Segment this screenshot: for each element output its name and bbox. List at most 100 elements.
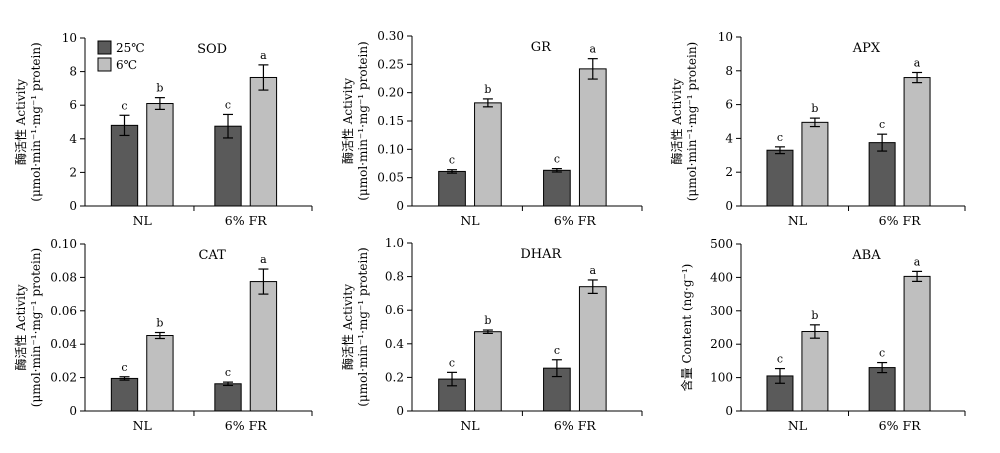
x-category-label: 6% FR [554, 418, 596, 433]
significance-letter: a [914, 255, 921, 268]
y-tick-label: 0 [725, 199, 733, 213]
bar [214, 383, 242, 412]
y-tick-label: 0.20 [377, 86, 404, 100]
significance-letter: a [589, 264, 596, 277]
panel-title: SOD [197, 42, 227, 57]
chart-panel-cat: 0 0.02 0.04 0.06 0.08 0.10 NL 6% FR CAT 酶活性 Activ… [13, 237, 313, 433]
y-axis-label: 含量 Content (ng·g⁻¹) [679, 264, 694, 392]
y-tick-label: 0 [725, 404, 733, 418]
bar [438, 170, 466, 207]
y-axis-label-units: (μmol·min⁻¹·mg⁻¹ protein) [29, 42, 43, 201]
y-tick-label: 0.6 [385, 303, 404, 317]
panel-title: ABA [851, 248, 881, 263]
significance-letter: a [914, 56, 921, 69]
y-tick-label: 0 [396, 199, 404, 213]
x-category-label: NL [133, 418, 152, 433]
significance-letter: b [811, 309, 818, 322]
bar [903, 77, 931, 207]
significance-letter: c [225, 366, 231, 379]
bar [110, 124, 139, 207]
x-category-label: 6% FR [879, 418, 921, 433]
y-tick-label: 6 [725, 98, 733, 112]
significance-letter: a [260, 253, 267, 266]
significance-letter: a [589, 43, 596, 56]
y-tick-label: 0.15 [377, 114, 404, 128]
significance-letter: c [449, 356, 455, 369]
chart-panel-dhar: 0 0.2 0.4 0.6 0.8 1.0 NL 6% FR DHAR 酶活性 Activity(… [340, 236, 643, 433]
y-tick-label: 0.30 [377, 29, 404, 43]
y-tick-label: 0.4 [385, 337, 404, 351]
significance-letter: b [484, 314, 491, 327]
x-category-label: NL [133, 213, 152, 228]
y-tick-label: 0 [396, 404, 404, 418]
bar [766, 149, 794, 207]
bar [868, 367, 896, 412]
significance-letter: a [260, 49, 267, 62]
bar [543, 169, 571, 207]
y-tick-label: 10 [62, 31, 77, 45]
x-category-label: NL [460, 418, 479, 433]
y-tick-label: 0.04 [50, 337, 77, 351]
significance-letter: c [121, 361, 127, 374]
x-category-label: NL [788, 418, 807, 433]
x-category-label: 6% FR [554, 213, 596, 228]
y-tick-label: 300 [710, 304, 733, 318]
bar [474, 102, 502, 207]
panel-title: APX [852, 41, 881, 56]
x-category-label: NL [788, 213, 807, 228]
y-axis-label-units: (μmol·min⁻¹·mg⁻¹ protein) [29, 248, 43, 407]
y-tick-label: 0.10 [50, 237, 77, 251]
legend: 25℃ 6℃ [97, 40, 145, 72]
y-axis-label: 酶活性 Activity [13, 79, 28, 165]
x-category-label: 6% FR [879, 213, 921, 228]
chart-panel-apx: 0 2 4 6 8 10 NL 6% FR APX 酶活性 Activity (μmol·min⁻¹… [669, 30, 966, 228]
panel-title: CAT [198, 248, 226, 263]
y-tick-label: 8 [725, 64, 733, 78]
y-tick-label: 0.8 [385, 270, 404, 284]
y-tick-label: 400 [710, 270, 733, 284]
bar [903, 275, 931, 412]
y-tick-label: 0.25 [377, 57, 404, 71]
bar [578, 68, 607, 207]
y-tick-label: 100 [710, 371, 733, 385]
chart-panel-gr: 0 0.05 0.10 0.15 0.20 0.25 0.30 NL 6% FR GR 酶活性 Ac… [340, 29, 643, 228]
y-tick-label: 0 [69, 404, 77, 418]
significance-letter: c [449, 154, 455, 167]
significance-letter: c [777, 353, 783, 366]
y-tick-label: 6 [69, 98, 77, 112]
legend-label-25c: 25℃ [116, 41, 145, 55]
x-category-label: 6% FR [225, 213, 267, 228]
significance-letter: b [156, 82, 163, 95]
bar [214, 125, 242, 207]
y-axis-label-units: (μmol·min⁻¹·mg⁻¹ protein) [685, 42, 699, 201]
significance-letter: c [879, 347, 885, 360]
y-tick-label: 0.08 [50, 270, 77, 284]
bar [110, 377, 139, 412]
significance-letter: c [777, 131, 783, 144]
y-tick-label: 0.10 [377, 142, 404, 156]
y-tick-label: 4 [725, 131, 733, 145]
bar [578, 286, 607, 412]
x-category-label: 6% FR [225, 418, 267, 433]
y-axis-label: 酶活性 Activity [13, 284, 28, 370]
y-tick-label: 0 [69, 199, 77, 213]
y-axis-label-units: (μmol·min⁻¹·mg⁻¹ protein) [356, 41, 370, 200]
y-tick-label: 200 [710, 337, 733, 351]
significance-letter: b [156, 317, 163, 330]
bar [868, 142, 896, 207]
y-tick-label: 2 [725, 165, 733, 179]
y-tick-label: 8 [69, 65, 77, 79]
y-axis-label: 酶活性 Activity [340, 284, 355, 370]
bar [474, 331, 502, 412]
bar [249, 281, 278, 412]
chart-panel-sod: 0 2 4 6 8 10 NL 6% FR SOD 酶活性 Activity (μmol·min⁻¹… [13, 31, 313, 228]
y-tick-label: 0.05 [377, 171, 404, 185]
y-tick-label: 2 [69, 165, 77, 179]
significance-letter: c [225, 98, 231, 111]
significance-letter: c [554, 153, 560, 166]
panel-title: GR [531, 40, 552, 55]
y-tick-label: 0.2 [385, 370, 404, 384]
chart-panel-aba: 0 100 200 300 400 500 NL 6% FR ABA 含量 Content (ng… [679, 237, 966, 433]
significance-letter: c [879, 118, 885, 131]
